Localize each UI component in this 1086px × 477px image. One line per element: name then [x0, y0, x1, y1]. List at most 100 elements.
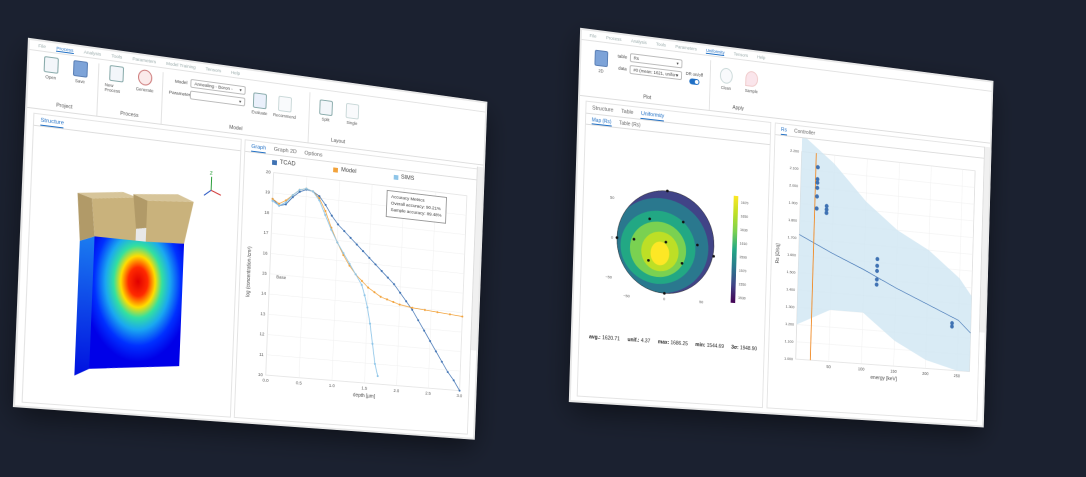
dr-toggle[interactable]: [689, 78, 699, 85]
y-tick-label: 2.000: [789, 182, 799, 188]
model-field-label: Model: [169, 78, 187, 85]
colorbar-tick: 1590: [739, 255, 747, 260]
y-axis-label: Rs [Ω/sq]: [775, 243, 781, 264]
menu-item-process[interactable]: Process: [56, 45, 73, 53]
rs-energy-chart[interactable]: 2.200 2.100 2.000 1.900 1.800 1.700 1.600 1.500…: [767, 135, 983, 420]
x-tick-label: 1.5: [361, 386, 368, 391]
single-button[interactable]: Single: [341, 102, 363, 141]
y-tick-label: 1.700: [788, 234, 798, 240]
x-axis-label: depth [µm]: [353, 392, 376, 399]
open-label: Open: [45, 74, 56, 80]
split-button[interactable]: Split: [315, 99, 337, 139]
block-front-face: [89, 234, 184, 375]
view-2d-button[interactable]: 2D: [590, 49, 612, 90]
sample-button[interactable]: Sample: [741, 70, 762, 108]
x-tick-label: 3.0: [456, 393, 462, 398]
dr-toggle-group: DR on/off: [685, 71, 703, 101]
y-tick-label: 2.200: [790, 148, 800, 154]
generate-button[interactable]: Generate: [133, 68, 157, 115]
menu-item-tools[interactable]: Tools: [656, 41, 666, 47]
y-tick-label: 12: [259, 331, 265, 336]
chevron-down-icon: ▾: [239, 99, 241, 105]
ribbon-group-project: Open Save Project: [32, 55, 100, 116]
save-label: Save: [75, 78, 85, 84]
menu-item-analysis[interactable]: Analysis: [631, 38, 647, 45]
stat-unif-value: 4.37: [641, 338, 651, 345]
recommend-button[interactable]: Recommend: [273, 95, 296, 133]
recommend-icon: [278, 96, 292, 113]
tab-table[interactable]: Table: [621, 109, 634, 118]
evaluate-label: Evaluate: [251, 109, 267, 116]
y-tick-label: 1.200: [785, 321, 795, 327]
menu-item-file[interactable]: File: [589, 33, 596, 39]
open-file-icon: [44, 56, 59, 74]
recommend-label: Recommend: [273, 112, 296, 120]
x-tick-label: 150: [890, 369, 897, 374]
clean-label: Clean: [721, 85, 731, 91]
graph-panel: Graph Graph 2D Options TCAD Model SIMS 10 11 1…: [234, 139, 478, 434]
split-label: Split: [322, 117, 330, 123]
menu-item-parameters[interactable]: Parameters: [132, 56, 156, 64]
data-select-value: #0 (mean: 1621, uniformity: [633, 67, 676, 77]
x-tick-label: 1.0: [329, 383, 336, 388]
generate-label: Generate: [136, 86, 154, 93]
2d-map-icon: [594, 50, 608, 68]
y-tick-label: 1.100: [785, 338, 795, 344]
stat-sigma-value: 1948.90: [740, 345, 757, 352]
location-pin-icon: [745, 70, 758, 87]
stat-sigma-label: 3σ:: [731, 345, 739, 351]
y-tick-label: 15: [262, 270, 268, 275]
chevron-down-icon: ▾: [676, 72, 678, 78]
rs-energy-panel: Rs Controller 2.200 2.100 2.000 1.900 1.800 1.…: [767, 122, 985, 421]
y-tick-label: 10: [258, 372, 264, 377]
y-tick-label: 2.100: [790, 165, 800, 171]
y-tick-label: 1.900: [789, 200, 799, 206]
chevron-down-icon: ▾: [239, 87, 241, 93]
wafer-contours: [604, 181, 723, 306]
colorbar-tick: 1550: [738, 282, 746, 287]
menu-item-tensors[interactable]: Tensors: [205, 66, 221, 73]
sample-label: Sample: [745, 88, 758, 94]
new-process-button[interactable]: New Process: [104, 64, 128, 111]
colorbar-tick: 1610: [740, 242, 748, 247]
dr-toggle-label: DR on/off: [686, 71, 703, 78]
window-process-simulation: File Process Analysis Tools Parameters Model …: [15, 40, 485, 438]
y-tick-label: 1.600: [787, 252, 797, 258]
x-tick-label: 2.5: [425, 391, 431, 396]
window-uniformity-analysis: File Process Analysis Tools Parameters Unifor…: [571, 30, 992, 426]
single-label: Single: [346, 120, 357, 126]
ribbon-group-layout: Split Single Layout: [309, 92, 369, 150]
y-tick-label: 1.400: [786, 286, 796, 292]
menu-item-file[interactable]: File: [38, 43, 46, 49]
parameter-field-label: Parameter: [169, 90, 187, 97]
menu-item-analysis[interactable]: Analysis: [84, 49, 102, 56]
tab-rs[interactable]: Rs: [781, 127, 787, 135]
colorbar-tick: 1630: [740, 228, 748, 233]
generate-icon: [138, 69, 153, 87]
x-tick-label: 250: [954, 373, 961, 378]
evaluate-button[interactable]: Evaluate: [248, 92, 271, 130]
y-tick-label: 18: [264, 210, 270, 215]
evaluate-chart-icon: [253, 92, 267, 109]
menu-item-help[interactable]: Help: [757, 54, 765, 60]
y-tick-label: 1.800: [788, 217, 798, 223]
structure-3d-view[interactable]: z: [23, 126, 241, 417]
open-button[interactable]: Open: [38, 55, 63, 103]
new-process-icon: [109, 65, 124, 83]
menu-item-parameters[interactable]: Parameters: [675, 44, 697, 52]
structure-panel: Structure: [22, 113, 242, 418]
menu-item-uniformity[interactable]: Uniformity: [706, 47, 725, 55]
ribbon-group-apply: Clean Sample Apply: [710, 60, 768, 116]
menu-item-process[interactable]: Process: [606, 35, 622, 42]
gate-gap: [136, 227, 147, 242]
save-button[interactable]: Save: [68, 59, 93, 107]
x-tick-label: 0.0: [262, 378, 269, 383]
chevron-down-icon: ▾: [676, 60, 678, 66]
y-tick-label: 1.300: [786, 304, 796, 310]
menu-item-tools[interactable]: Tools: [111, 53, 122, 59]
menu-item-tensors[interactable]: Tensors: [734, 51, 748, 58]
menu-item-help[interactable]: Help: [231, 70, 240, 76]
clean-button[interactable]: Clean: [715, 67, 736, 105]
gate-right-front: [146, 197, 194, 247]
